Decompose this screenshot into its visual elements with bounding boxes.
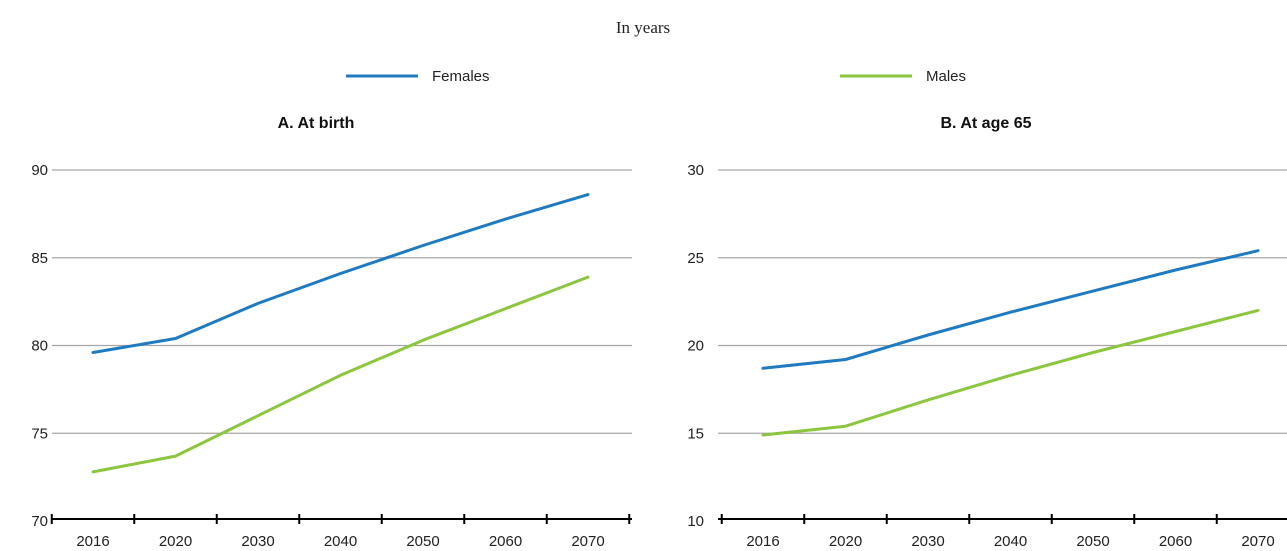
legend: Females Males — [346, 68, 966, 85]
x-tick-label: 2016 — [746, 533, 779, 550]
x-tick-label: 2040 — [324, 533, 357, 550]
y-tick-label: 80 — [31, 338, 48, 355]
panel-at-birth: A. At birth 70 75 80 85 90 2016 2020 2030 2040 20… — [31, 115, 632, 550]
y-tick-label: 30 — [687, 162, 704, 179]
x-tick-label: 2060 — [489, 533, 522, 550]
series-line-females-at-birth — [91, 193, 590, 354]
x-tick-label: 2070 — [1241, 533, 1274, 550]
x-tick-label: 2050 — [406, 533, 439, 550]
series-line-females-at-age-65 — [761, 249, 1260, 370]
y-tick-label: 25 — [687, 250, 704, 267]
x-tick-label: 2020 — [159, 533, 192, 550]
x-tick-label: 2040 — [994, 533, 1027, 550]
panel-at-age-65: B. At age 65 10 15 20 25 30 2016 2020 2030 2040 2… — [687, 115, 1287, 550]
series-line-males-at-birth — [91, 275, 590, 474]
y-tick-label: 10 — [687, 513, 704, 530]
series-line-males-at-age-65 — [761, 308, 1260, 437]
y-tick-label: 90 — [31, 162, 48, 179]
x-tick-label: 2050 — [1076, 533, 1109, 550]
x-tick-label: 2016 — [76, 533, 109, 550]
y-tick-label: 70 — [31, 513, 48, 530]
panel-title-at-birth: A. At birth — [278, 115, 355, 132]
x-tick-label: 2060 — [1159, 533, 1192, 550]
y-tick-label: 15 — [687, 425, 704, 442]
y-tick-label: 75 — [31, 425, 48, 442]
chart-subtitle: In years — [616, 18, 670, 37]
y-tick-label: 20 — [687, 338, 704, 355]
legend-label-males: Males — [926, 68, 966, 85]
x-tick-label: 2030 — [911, 533, 944, 550]
y-tick-label: 85 — [31, 250, 48, 267]
legend-label-females: Females — [432, 68, 490, 85]
x-tick-label: 2070 — [571, 533, 604, 550]
x-tick-label: 2030 — [241, 533, 274, 550]
panel-title-at-age-65: B. At age 65 — [941, 115, 1032, 132]
x-tick-label: 2020 — [829, 533, 862, 550]
